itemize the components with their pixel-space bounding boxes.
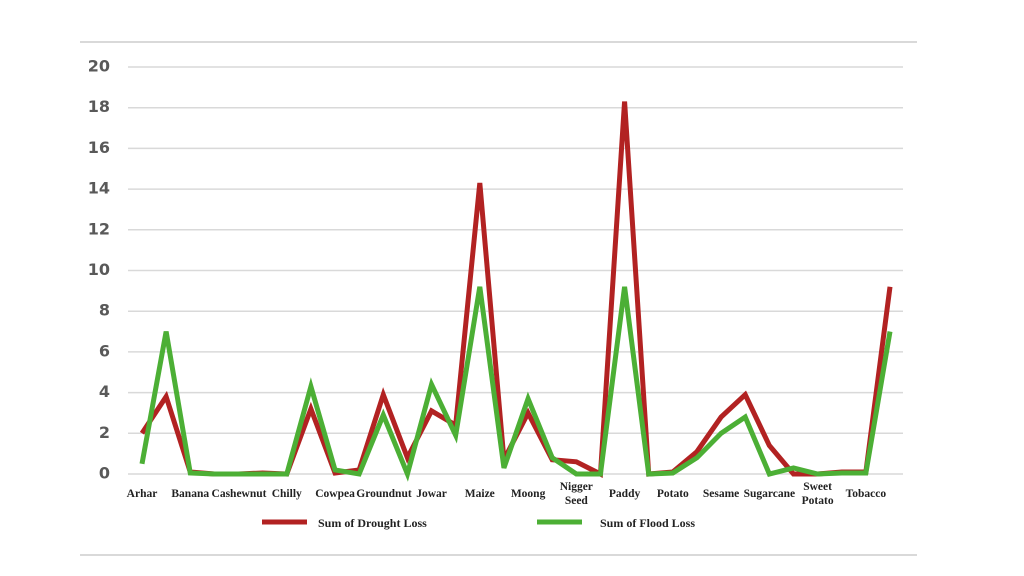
y-tick-label: 16 bbox=[88, 138, 110, 157]
y-tick-label: 14 bbox=[88, 179, 110, 198]
x-tick-label: Sugarcane bbox=[743, 488, 796, 500]
y-tick-label: 0 bbox=[99, 464, 110, 483]
x-tick-label: Jowar bbox=[416, 488, 447, 500]
series-line bbox=[139, 286, 893, 482]
y-tick-label: 12 bbox=[88, 219, 110, 238]
x-tick-label: Sweet Potato bbox=[801, 481, 834, 507]
x-tick-label: Sesame bbox=[702, 488, 740, 500]
x-tick-label: Banana bbox=[171, 488, 210, 500]
x-tick-label: Potato bbox=[656, 488, 689, 500]
y-tick-label: 10 bbox=[88, 260, 110, 279]
x-tick-label: Moong bbox=[510, 488, 546, 500]
y-tick-label: 4 bbox=[99, 382, 110, 401]
x-tick-label: Cashewnut bbox=[211, 488, 267, 500]
legend-label: Sum of Drought Loss bbox=[318, 516, 427, 530]
y-tick-label: 8 bbox=[99, 301, 110, 320]
x-tick-label: Maize bbox=[464, 488, 495, 500]
y-tick-label: 6 bbox=[99, 341, 110, 360]
x-tick-label: Chilly bbox=[271, 488, 302, 500]
y-tick-label: 20 bbox=[88, 57, 110, 76]
x-tick-label: Nigger Seed bbox=[559, 481, 593, 507]
y-tick-label: 18 bbox=[88, 97, 110, 116]
x-tick-label: Groundnut bbox=[356, 488, 412, 500]
legend-label: Sum of Flood Loss bbox=[600, 516, 695, 530]
x-tick-label: Paddy bbox=[608, 488, 641, 500]
x-tick-label: Tobacco bbox=[845, 488, 887, 500]
x-tick-label: Cowpea bbox=[315, 488, 355, 500]
y-tick-label: 2 bbox=[99, 423, 110, 442]
series-line bbox=[139, 101, 893, 478]
x-tick-label: Arhar bbox=[126, 488, 158, 500]
